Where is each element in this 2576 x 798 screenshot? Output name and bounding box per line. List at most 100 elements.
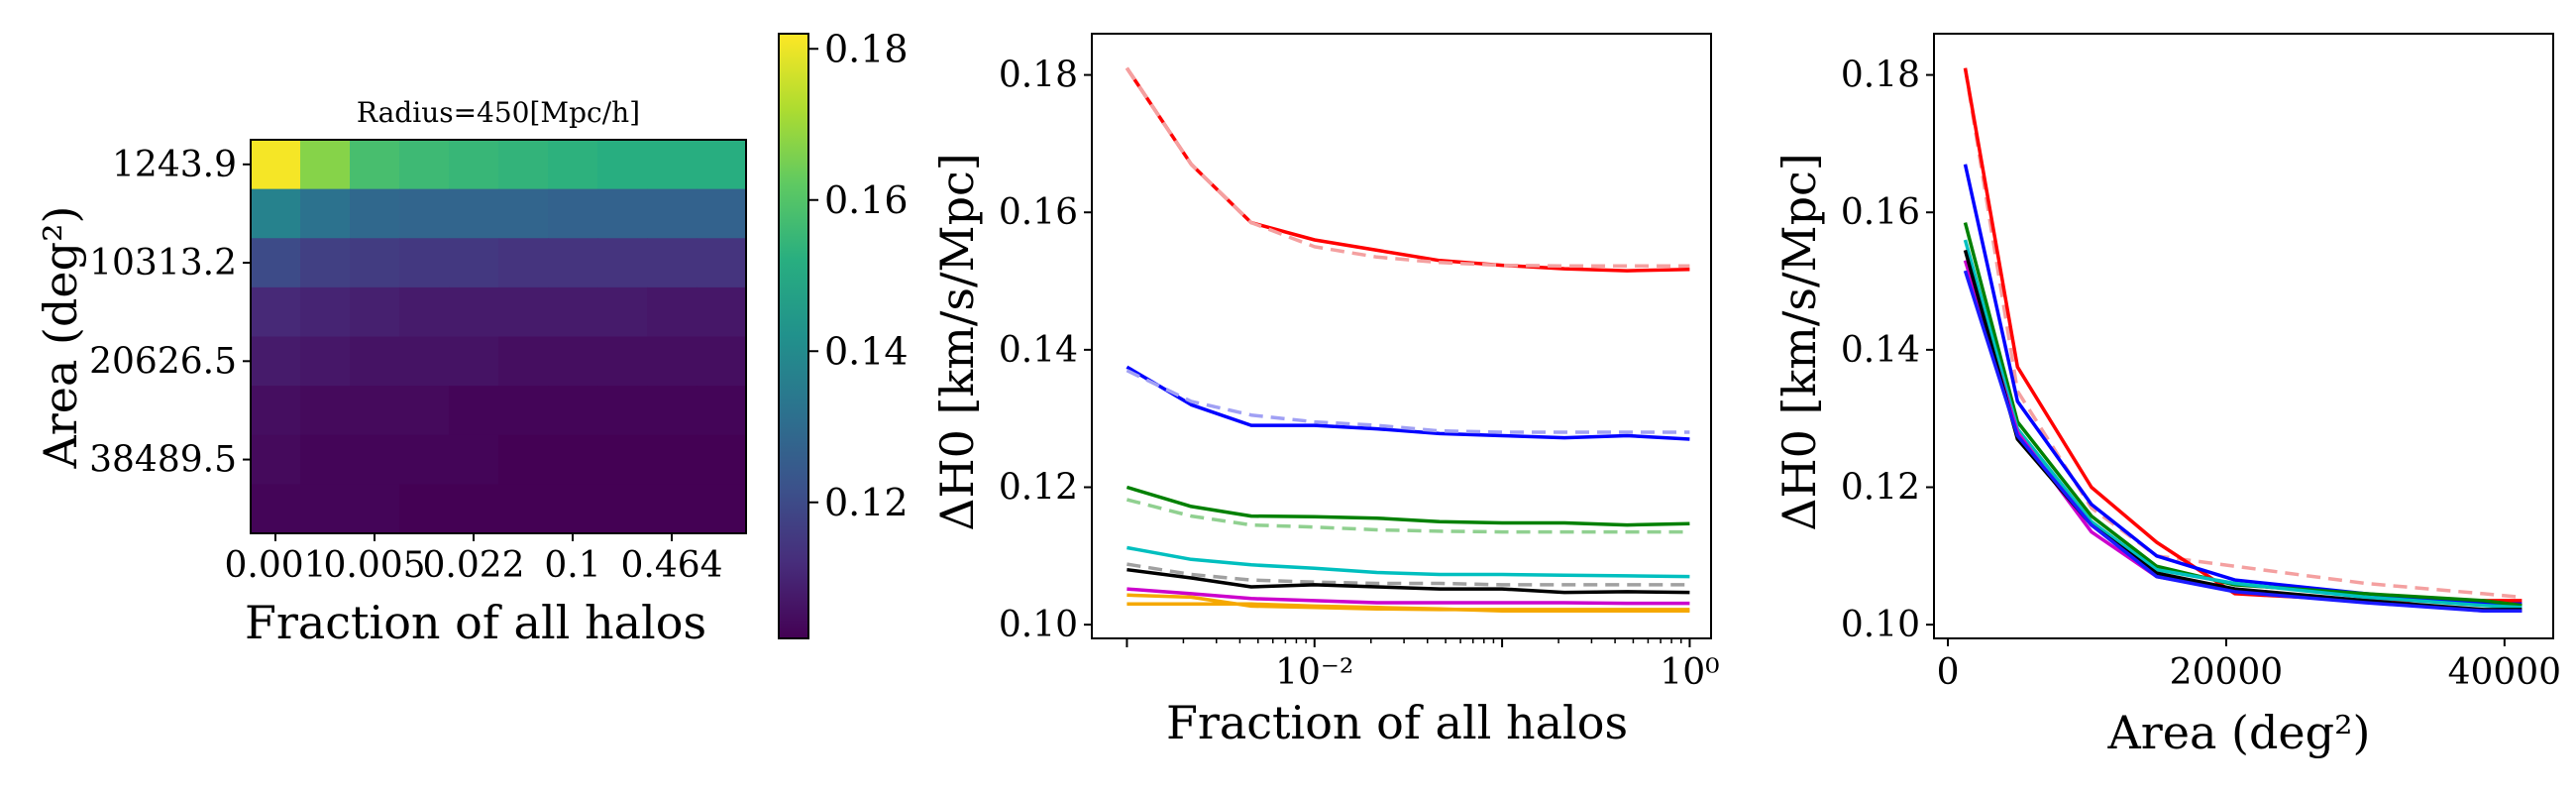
heatmap-cell <box>449 140 499 190</box>
heatmap-cell <box>498 484 549 534</box>
series-line <box>1963 239 2522 610</box>
heatmap-cell <box>449 386 499 436</box>
heatmap-cell <box>548 238 598 288</box>
series-line <box>1963 270 2522 614</box>
heatmap-cell <box>697 336 747 387</box>
y-tick-label: 0.12 <box>999 468 1078 509</box>
heatmap-cell <box>251 188 301 239</box>
heatmap-cell <box>251 484 301 534</box>
heatmap-cell <box>697 434 747 485</box>
heatmap-cell <box>498 336 549 387</box>
heatmap-cell <box>449 188 499 239</box>
heatmap-cell <box>300 484 351 534</box>
heatmap-cell <box>300 286 351 337</box>
heatmap-y-label: Area (deg²) <box>34 206 87 470</box>
heatmap-cell <box>399 238 450 288</box>
series-line <box>1963 249 2522 612</box>
area-x-label: Area (deg²) <box>2107 706 2371 759</box>
heatmap-cell <box>597 434 648 485</box>
series-line <box>1963 67 2522 603</box>
y-tick-label: 0.10 <box>999 605 1078 645</box>
series-line <box>1963 67 2522 600</box>
heatmap-cell <box>697 140 747 190</box>
heatmap-cell <box>647 286 698 337</box>
heatmap-cell <box>647 238 698 288</box>
heatmap-frame <box>250 139 747 534</box>
area-y-ticks: 0.10 0.12 0.14 0.16 0.18 <box>1841 56 1934 645</box>
series-line <box>1127 567 1690 595</box>
heatmap-cell <box>300 140 351 190</box>
x-tick-label: 0 <box>1937 652 1960 693</box>
heatmap-cell <box>350 286 400 337</box>
heatmap-cells <box>251 140 747 534</box>
series-line <box>1126 485 1690 527</box>
colorbar-tick-label: 0.18 <box>824 27 909 70</box>
y-tick-label: 0.14 <box>999 330 1078 371</box>
heatmap-cell <box>647 336 698 387</box>
fraction-plot-frame <box>1091 33 1712 639</box>
colorbar: 0.18 0.16 0.14 0.12 <box>778 27 909 639</box>
heatmap-cell <box>647 386 698 436</box>
series-line <box>1963 164 2522 607</box>
area-x-ticks: 0 20000 40000 <box>1937 638 2561 693</box>
heatmap-cell <box>449 336 499 387</box>
colorbar-ticks: 0.18 0.16 0.14 0.12 <box>808 27 909 524</box>
heatmap-cell <box>300 336 351 387</box>
area-line-panel: 0 20000 40000 0.10 0.12 0.14 0.16 0.18 Area (d… <box>1772 33 2561 759</box>
fraction-x-label: Fraction of all halos <box>1166 696 1628 749</box>
heatmap-cell <box>251 434 301 485</box>
x-tick-label: 20000 <box>2170 652 2284 693</box>
fraction-x-ticks: 10⁻² 10⁰ <box>1126 638 1720 693</box>
heatmap-cell <box>350 238 400 288</box>
area-y-label: ΔH0 [km/s/Mpc] <box>1772 153 1826 531</box>
heatmap-cell <box>449 484 499 534</box>
heatmap-cell <box>300 386 351 436</box>
heatmap-x-tick-label: 0.022 <box>422 545 524 586</box>
heatmap-cell <box>498 188 549 239</box>
heatmap-y-tick-label: 10313.2 <box>89 243 237 284</box>
heatmap-cell <box>300 238 351 288</box>
heatmap-cell <box>498 434 549 485</box>
heatmap-cell <box>449 238 499 288</box>
heatmap-cell <box>697 238 747 288</box>
area-plot-frame <box>1933 33 2554 639</box>
heatmap-x-label: Fraction of all halos <box>245 596 706 649</box>
heatmap-cell <box>548 484 598 534</box>
heatmap-cell <box>300 434 351 485</box>
heatmap-cell <box>251 336 301 387</box>
heatmap-cell <box>597 238 648 288</box>
heatmap-cell <box>548 386 598 436</box>
heatmap-cell <box>449 286 499 337</box>
heatmap-cell <box>548 336 598 387</box>
heatmap-y-ticks: 1243.9 10313.2 20626.5 38489.5 <box>89 145 251 481</box>
heatmap-cell <box>449 434 499 485</box>
colorbar-tick-label: 0.16 <box>824 178 909 222</box>
y-tick-label: 0.12 <box>1841 468 1920 509</box>
heatmap-x-tick-label: 0.001 <box>224 545 326 586</box>
heatmap-cell <box>399 336 450 387</box>
heatmap-cell <box>399 286 450 337</box>
series-line <box>1127 602 1690 614</box>
heatmap-cell <box>647 484 698 534</box>
heatmap-cell <box>251 238 301 288</box>
heatmap-y-tick-label: 38489.5 <box>89 440 237 481</box>
heatmap-cell <box>597 286 648 337</box>
heatmap-cell <box>350 140 400 190</box>
heatmap-cell <box>399 188 450 239</box>
colorbar-tick-label: 0.12 <box>824 481 909 524</box>
heatmap-cell <box>251 140 301 190</box>
fraction-line-panel: 10⁻² 10⁰ 0.10 0.12 0.14 0.16 0.18 Fraction of… <box>930 33 1720 749</box>
heatmap-cell <box>597 336 648 387</box>
heatmap-title: Radius=450[Mpc/h] <box>357 96 640 129</box>
heatmap-cell <box>597 140 648 190</box>
heatmap-cell <box>251 286 301 337</box>
heatmap-cell <box>350 336 400 387</box>
area-series-lines <box>1963 67 2522 614</box>
heatmap-cell <box>399 484 450 534</box>
heatmap-cell <box>647 434 698 485</box>
colorbar-tick-label: 0.14 <box>824 329 909 373</box>
heatmap-x-tick-label: 0.005 <box>323 545 425 586</box>
y-tick-label: 0.10 <box>1841 605 1920 645</box>
heatmap-cell <box>300 188 351 239</box>
